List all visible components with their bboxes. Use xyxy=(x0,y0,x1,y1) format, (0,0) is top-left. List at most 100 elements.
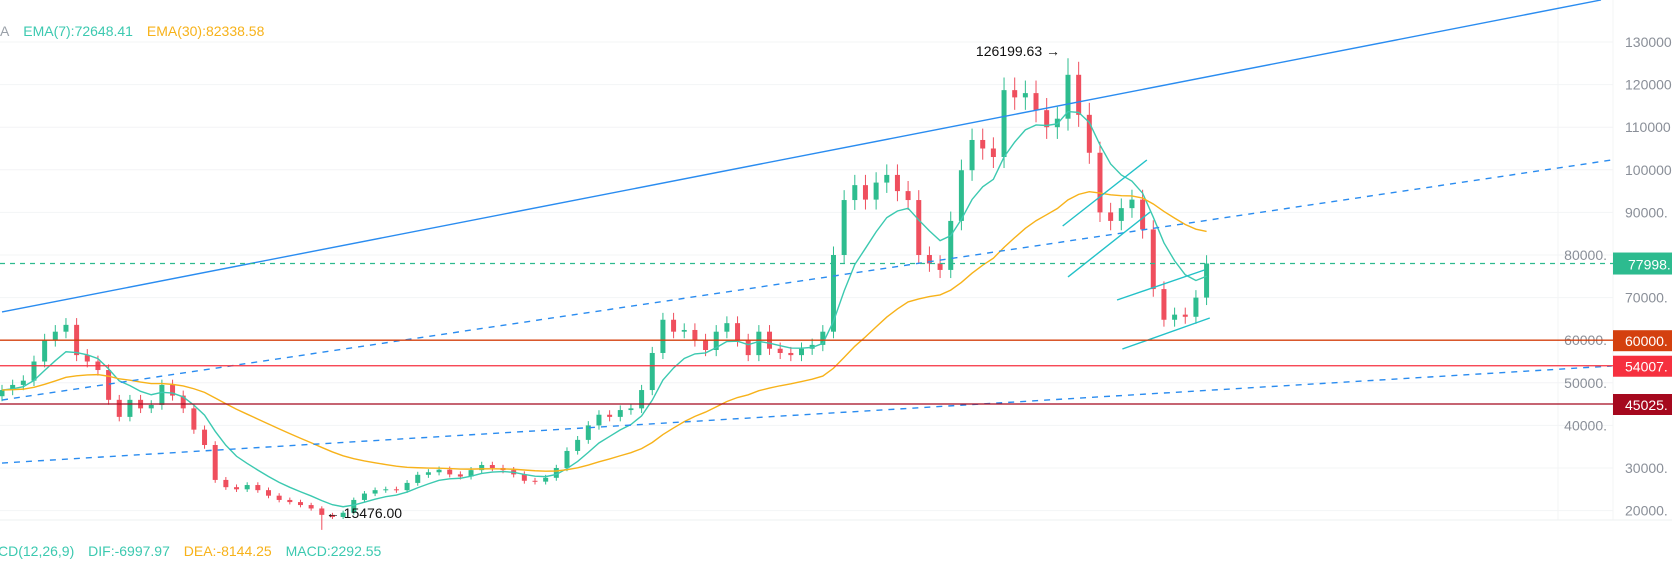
candle-body[interactable] xyxy=(223,479,229,488)
channel-line[interactable] xyxy=(1116,269,1205,301)
candle-body[interactable] xyxy=(639,390,645,409)
candle-body[interactable] xyxy=(1172,314,1178,320)
candle-body[interactable] xyxy=(287,499,293,503)
candle-body[interactable] xyxy=(990,148,996,158)
channel-line[interactable] xyxy=(1067,211,1151,278)
candle-body[interactable] xyxy=(170,384,176,396)
candle-body[interactable] xyxy=(745,340,751,356)
candle-body[interactable] xyxy=(1108,212,1114,221)
candle-body[interactable] xyxy=(276,495,282,500)
candle-body[interactable] xyxy=(212,444,218,480)
candle-body[interactable] xyxy=(106,370,112,400)
candle-body[interactable] xyxy=(329,514,335,517)
candle-body[interactable] xyxy=(1204,263,1210,298)
candle-body[interactable] xyxy=(319,508,325,515)
candle-body[interactable] xyxy=(20,380,26,385)
candle-body[interactable] xyxy=(415,474,421,483)
candle-body[interactable] xyxy=(756,331,762,356)
candle-body[interactable] xyxy=(383,489,389,491)
candle-body[interactable] xyxy=(1150,229,1156,290)
candle-body[interactable] xyxy=(553,468,559,478)
candle-body[interactable] xyxy=(703,340,709,350)
candle-body[interactable] xyxy=(1076,74,1082,115)
candle-body[interactable] xyxy=(948,220,954,270)
candle-body[interactable] xyxy=(159,384,165,405)
candle-body[interactable] xyxy=(980,139,986,149)
candle-body[interactable] xyxy=(617,410,623,417)
candle-body[interactable] xyxy=(1065,74,1071,119)
candle-body[interactable] xyxy=(799,348,804,356)
candle-body[interactable] xyxy=(1118,208,1124,221)
candle-body[interactable] xyxy=(841,200,847,255)
candle-body[interactable] xyxy=(543,477,549,482)
candle-body[interactable] xyxy=(31,361,37,381)
candle-body[interactable] xyxy=(852,185,858,201)
candle-body[interactable] xyxy=(1193,297,1199,317)
candle-body[interactable] xyxy=(234,487,240,490)
candle-body[interactable] xyxy=(521,474,527,481)
trend-line[interactable] xyxy=(1,0,1602,313)
candle-body[interactable] xyxy=(255,485,261,491)
candle-body[interactable] xyxy=(1129,199,1135,209)
candle-body[interactable] xyxy=(830,255,836,332)
candle-body[interactable] xyxy=(1001,90,1007,158)
candle-body[interactable] xyxy=(297,502,303,506)
candle-body[interactable] xyxy=(575,439,581,451)
candle-body[interactable] xyxy=(1140,199,1146,230)
candle-body[interactable] xyxy=(266,490,271,496)
candle-body[interactable] xyxy=(585,425,591,440)
candle-body[interactable] xyxy=(894,174,900,192)
candle-body[interactable] xyxy=(969,139,975,171)
candle-body[interactable] xyxy=(127,399,133,417)
candle-body[interactable] xyxy=(788,352,794,356)
candle-body[interactable] xyxy=(202,429,208,445)
candle-body[interactable] xyxy=(372,490,378,494)
candle-body[interactable] xyxy=(873,182,879,200)
candle-body[interactable] xyxy=(63,324,69,332)
candle-body[interactable] xyxy=(447,469,453,475)
candle-body[interactable] xyxy=(1012,90,1018,98)
candle-body[interactable] xyxy=(916,200,922,255)
candle-body[interactable] xyxy=(52,331,58,341)
candle-body[interactable] xyxy=(1033,93,1039,111)
candle-body[interactable] xyxy=(0,390,5,397)
candle-body[interactable] xyxy=(692,329,698,341)
candle-body[interactable] xyxy=(660,319,666,353)
candle-body[interactable] xyxy=(404,482,410,491)
candle-body[interactable] xyxy=(649,352,655,391)
candle-body[interactable] xyxy=(628,408,634,411)
candle-body[interactable] xyxy=(1022,93,1028,98)
candle-body[interactable] xyxy=(1097,152,1103,213)
channel-line[interactable] xyxy=(1062,159,1148,227)
candle-body[interactable] xyxy=(351,499,357,513)
candle-body[interactable] xyxy=(564,450,570,468)
candle-body[interactable] xyxy=(425,472,431,475)
candle-body[interactable] xyxy=(820,331,826,345)
candle-body[interactable] xyxy=(862,185,868,200)
candle-body[interactable] xyxy=(724,323,730,332)
trend-line[interactable] xyxy=(1,159,1612,401)
candle-body[interactable] xyxy=(926,255,932,264)
candle-body[interactable] xyxy=(681,329,687,332)
candle-body[interactable] xyxy=(148,404,154,409)
candle-body[interactable] xyxy=(457,474,463,477)
candle-body[interactable] xyxy=(42,340,48,362)
candle-body[interactable] xyxy=(1044,110,1050,128)
candle-body[interactable] xyxy=(308,505,314,509)
candle-body[interactable] xyxy=(905,191,911,201)
candle-body[interactable] xyxy=(244,485,250,490)
candle-body[interactable] xyxy=(116,399,122,417)
candle-body[interactable] xyxy=(1161,289,1167,320)
candle-body[interactable] xyxy=(191,408,197,430)
candle-body[interactable] xyxy=(596,414,602,426)
candle-body[interactable] xyxy=(479,465,485,471)
candle-body[interactable] xyxy=(393,489,399,491)
trend-line[interactable] xyxy=(1,365,1612,464)
candle-body[interactable] xyxy=(1086,114,1092,153)
candle-body[interactable] xyxy=(340,512,346,517)
candle-body[interactable] xyxy=(735,323,741,341)
candle-body[interactable] xyxy=(84,355,90,362)
candle-body[interactable] xyxy=(777,348,783,353)
candle-body[interactable] xyxy=(671,319,677,332)
